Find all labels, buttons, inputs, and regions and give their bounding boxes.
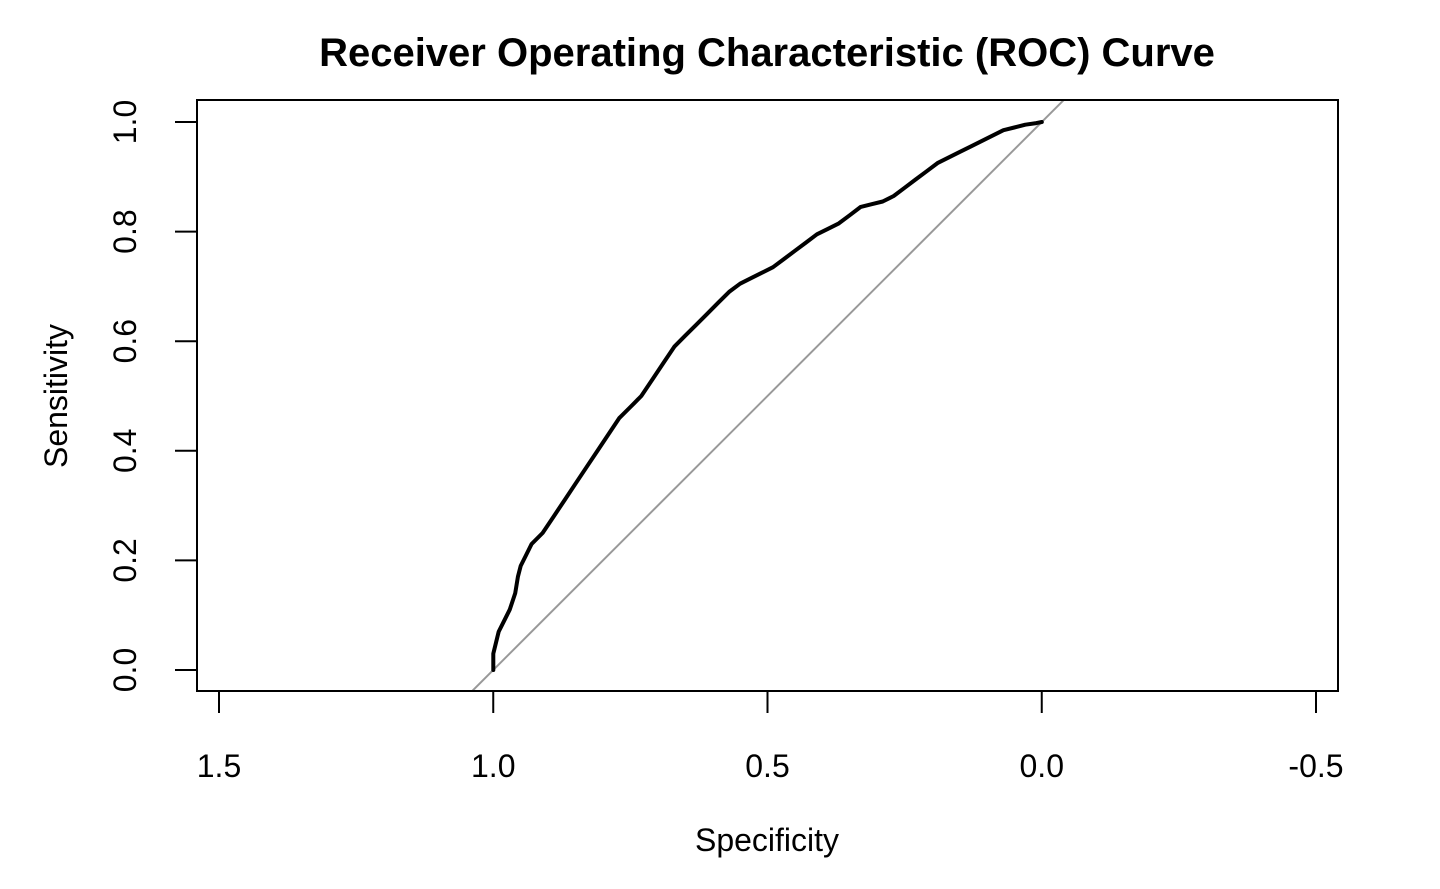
y-tick-label: 0.8 bbox=[107, 209, 143, 253]
y-tick-label: 0.2 bbox=[107, 538, 143, 582]
x-axis-label: Specificity bbox=[695, 822, 839, 858]
x-axis: 1.5 1.0 0.5 0.0 -0.5 bbox=[197, 690, 1344, 784]
series-layer bbox=[470, 100, 1065, 691]
y-tick-label: 0.4 bbox=[107, 429, 143, 473]
x-tick-label: -0.5 bbox=[1288, 748, 1343, 784]
roc-curve-line bbox=[491, 120, 1044, 672]
chance-diagonal-line bbox=[470, 100, 1065, 691]
y-tick-label: 0.6 bbox=[107, 319, 143, 363]
x-tick-label: 1.0 bbox=[471, 748, 515, 784]
y-tick-label: 0.0 bbox=[107, 648, 143, 692]
chart-title: Receiver Operating Characteristic (ROC) … bbox=[319, 31, 1215, 75]
y-axis: 0.0 0.2 0.4 0.6 0.8 1.0 bbox=[107, 100, 198, 692]
x-tick-label: 1.5 bbox=[197, 748, 241, 784]
y-axis-label: Sensitivity bbox=[38, 324, 74, 468]
x-tick-label: 0.5 bbox=[745, 748, 789, 784]
y-tick-label: 1.0 bbox=[107, 100, 143, 144]
x-tick-label: 0.0 bbox=[1020, 748, 1064, 784]
